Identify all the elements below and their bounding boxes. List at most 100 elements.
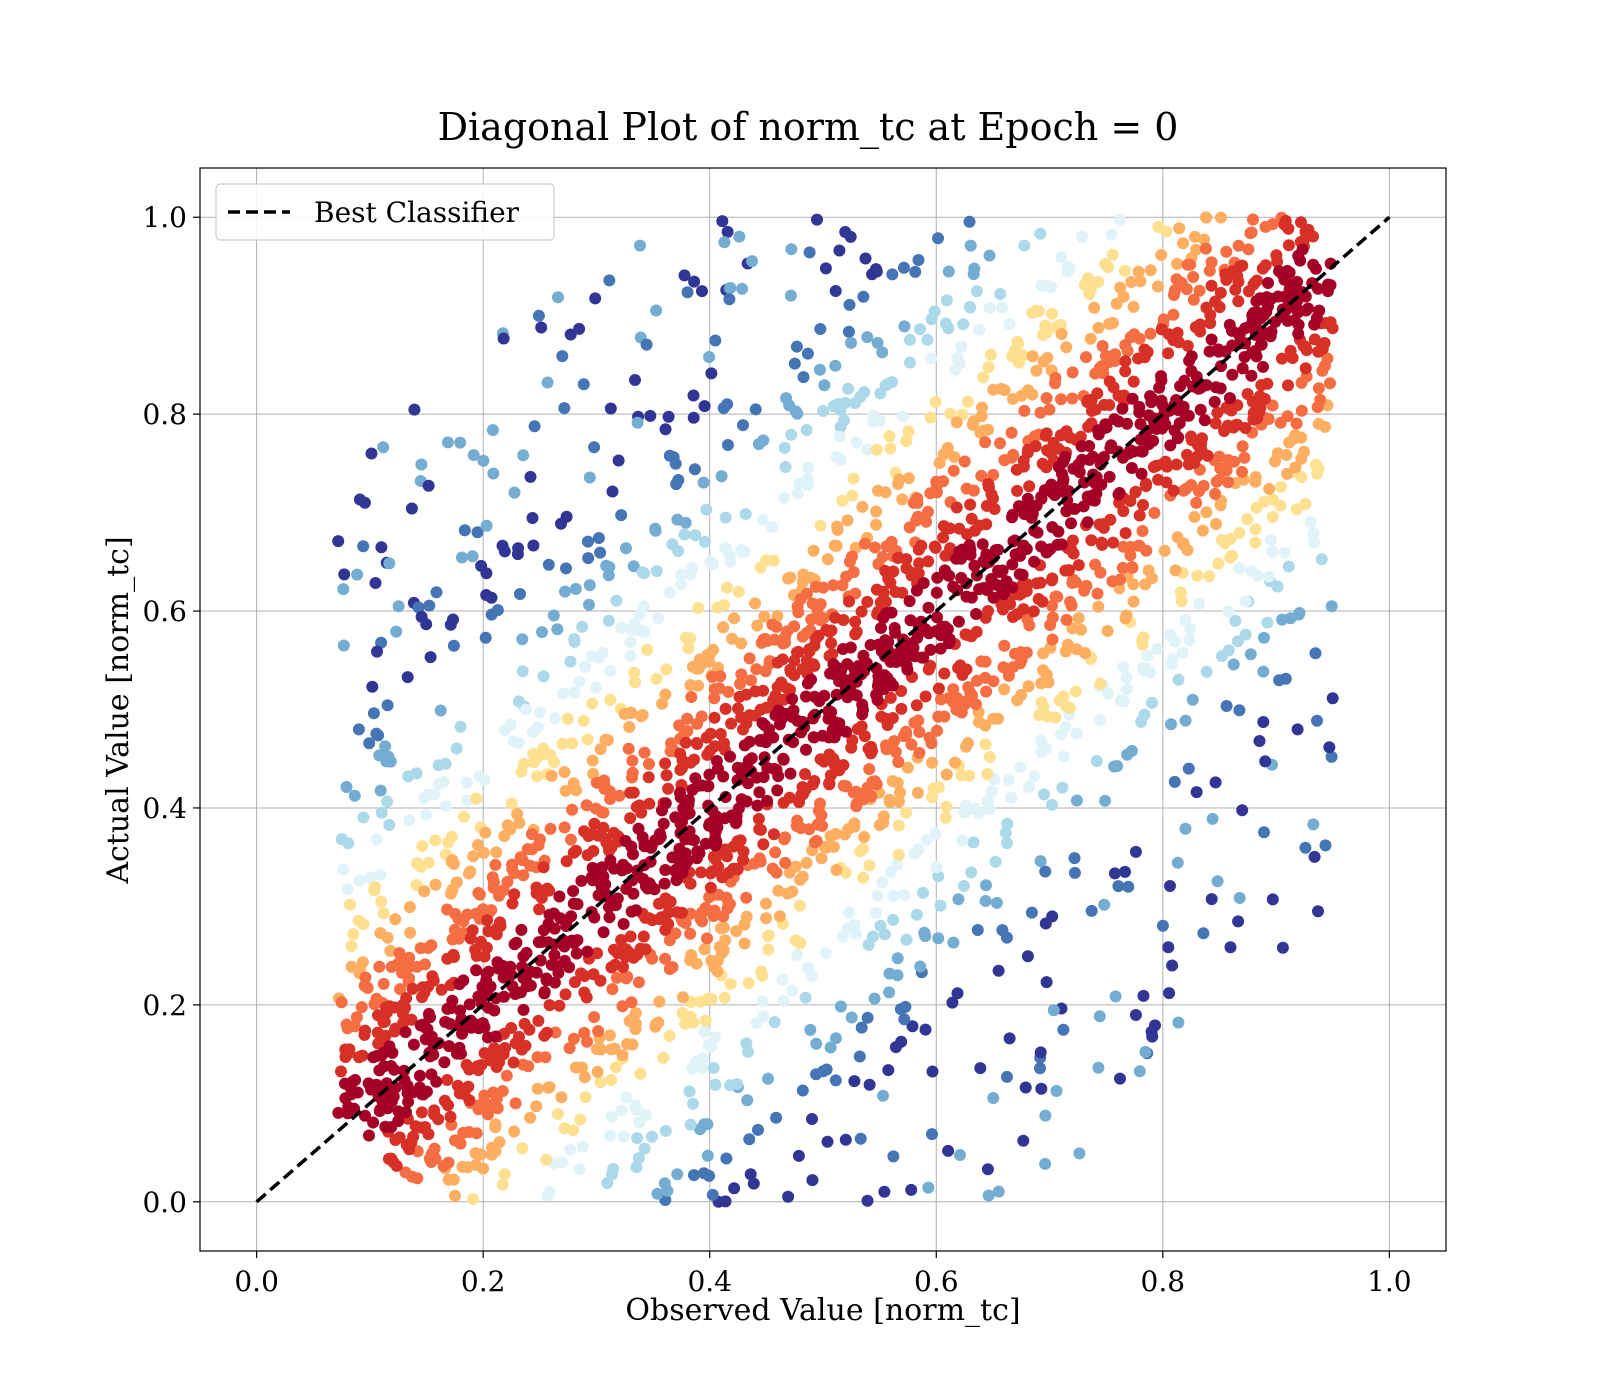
scatter-point-689 (1141, 649, 1154, 662)
scatter-point-1646 (1266, 218, 1279, 231)
scatter-point-839 (442, 836, 455, 849)
scatter-point-54 (954, 1149, 966, 1161)
scatter-point-2215 (356, 1049, 369, 1062)
scatter-point-199 (859, 252, 872, 265)
scatter-point-5 (1039, 1157, 1052, 1170)
scatter-point-460 (1056, 781, 1069, 794)
best-classifier-line (255, 215, 1391, 1204)
scatter-point-2206 (635, 806, 648, 819)
scatter-point-399 (1276, 613, 1289, 626)
scatter-point-209 (1190, 786, 1203, 799)
scatter-point-1250 (1151, 280, 1164, 293)
scatter-point-384 (898, 320, 911, 333)
scatter-point-2229 (488, 1042, 501, 1055)
scatter-point-1052 (601, 734, 614, 747)
scatter-point-2301 (784, 683, 796, 696)
scatter-point-1805 (757, 838, 770, 851)
scatter-point-240 (1025, 906, 1038, 919)
scatter-point-56 (721, 225, 734, 238)
scatter-point-1963 (560, 855, 573, 868)
scatter-point-1029 (962, 737, 974, 750)
scatter-point-57 (1166, 959, 1179, 972)
scatter-point-1939 (1138, 351, 1151, 364)
scatter-point-40 (1266, 893, 1279, 906)
scatter-point-636 (873, 414, 886, 427)
scatter-point-2055 (808, 775, 821, 787)
scatter-point-858 (629, 676, 641, 689)
scatter-point-2837 (767, 731, 780, 744)
scatter-point-1053 (1037, 355, 1050, 368)
scatter-point-976 (949, 756, 961, 769)
scatter-point-798 (1069, 685, 1082, 698)
scatter-point-908 (762, 930, 774, 943)
scatter-point-92 (1001, 1070, 1013, 1083)
scatter-point-302 (670, 478, 683, 491)
scatter-point-486 (646, 1130, 658, 1143)
scatter-point-2534 (392, 1105, 405, 1118)
scatter-point-8 (532, 309, 545, 322)
scatter-point-26 (358, 496, 371, 509)
scatter-point-2960 (761, 761, 774, 774)
scatter-point-245 (814, 323, 827, 335)
scatter-point-1085 (659, 688, 672, 701)
scatter-point-1523 (508, 867, 521, 880)
scatter-point-253 (853, 1050, 866, 1063)
scatter-point-282 (752, 1123, 764, 1136)
scatter-point-1860 (900, 553, 913, 566)
scatter-point-1884 (1282, 222, 1295, 235)
scatter-point-764 (929, 396, 942, 408)
scatter-point-156 (371, 645, 383, 658)
scatter-point-283 (796, 1084, 809, 1097)
scatter-point-1314 (1184, 258, 1197, 271)
scatter-point-1251 (901, 761, 914, 774)
scatter-point-2488 (625, 905, 638, 918)
scatter-point-521 (874, 919, 887, 932)
scatter-point-1099 (486, 1141, 499, 1154)
scatter-point-262 (1309, 647, 1322, 660)
scatter-point-1966 (1214, 286, 1227, 299)
scatter-point-1534 (1180, 283, 1193, 296)
scatter-point-153 (1206, 812, 1219, 825)
scatter-point-2968 (674, 817, 687, 830)
scatter-point-2090 (688, 753, 701, 766)
scatter-point-349 (942, 265, 955, 278)
scatter-point-1328 (980, 685, 993, 698)
scatter-point-2153 (543, 999, 556, 1012)
scatter-point-1933 (700, 731, 713, 744)
scatter-point-597 (593, 651, 606, 664)
scatter-point-1441 (659, 952, 672, 965)
scatter-point-1169 (772, 884, 785, 897)
scatter-point-3078 (719, 791, 732, 803)
scatter-point-2730 (1302, 302, 1315, 315)
scatter-point-1800 (541, 1026, 553, 1039)
scatter-point-1021 (1155, 249, 1168, 261)
scatter-point-2230 (1271, 255, 1284, 268)
scatter-point-511 (699, 535, 711, 548)
scatter-point-2549 (668, 864, 681, 877)
scatter-point-1623 (1133, 332, 1146, 345)
scatter-point-2497 (1092, 428, 1105, 441)
scatter-point-2430 (751, 799, 764, 812)
scatter-point-578 (1094, 714, 1107, 727)
scatter-point-2670 (943, 569, 956, 582)
scatter-point-1148 (760, 897, 772, 910)
scatter-point-1377 (1295, 404, 1308, 417)
scatter-point-501 (799, 991, 812, 1004)
scatter-point-291 (810, 1068, 823, 1081)
scatter-point-1761 (708, 711, 721, 724)
scatter-point-766 (368, 884, 381, 897)
scatter-point-663 (568, 686, 581, 699)
scatter-point-760 (1032, 305, 1045, 318)
scatter-point-274 (1068, 852, 1081, 865)
scatter-point-1005 (1035, 677, 1048, 690)
scatter-point-396 (804, 1023, 817, 1036)
scatter-point-3074 (758, 751, 771, 764)
scatter-point-361 (883, 967, 896, 980)
scatter-point-812 (1266, 510, 1279, 523)
scatter-point-4 (365, 447, 378, 460)
scatter-point-703 (1179, 614, 1192, 627)
scatter-point-628 (707, 558, 719, 571)
scatter-point-1235 (570, 784, 583, 797)
scatter-point-2345 (460, 1058, 473, 1071)
scatter-point-1992 (378, 1015, 391, 1028)
